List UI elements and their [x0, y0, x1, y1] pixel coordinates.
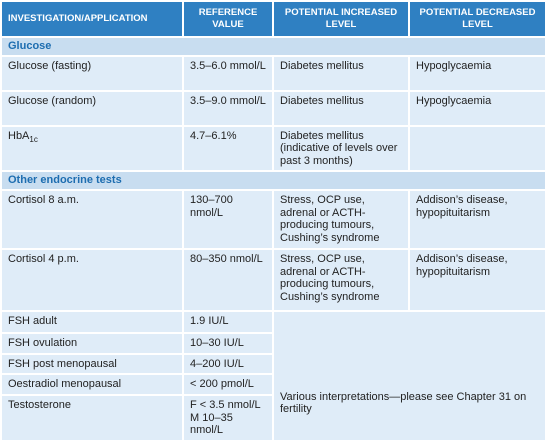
data-row: HbA1c 4.7–6.1% Diabetes mellitus (indicati… — [0, 124, 545, 172]
data-row: Cortisol 8 a.m. 130–700 nmol/L Stress, OCP… — [0, 189, 545, 250]
data-row: Oestradiol menopausal < 200 pmol/L — [0, 373, 545, 396]
data-row: Glucose (fasting) 3.5–6.0 mmol/L Diabetes … — [0, 54, 545, 92]
cell: 3.5–6.0 mmol/L — [182, 54, 274, 92]
data-row: Cortisol 4 p.m. 80–350 nmol/L Stress, OCP … — [0, 248, 545, 312]
cell: Diabetes mellitus — [272, 54, 410, 92]
header-row: INVESTIGATION/APPLICATION REFERENCE VALUE… — [0, 0, 545, 38]
cell: Glucose (random) — [0, 89, 184, 127]
cell: HbA1c — [0, 124, 184, 172]
cell: Glucose (fasting) — [0, 54, 184, 92]
cell: FSH ovulation — [0, 332, 184, 355]
cell: 130–700 nmol/L — [182, 189, 274, 250]
cell: Diabetes mellitus (indicative of levels … — [272, 124, 410, 172]
shared-interpretation: Various interpretations—please see Chapt… — [272, 310, 545, 442]
cell-subscript: 1c — [29, 134, 38, 144]
cell-text: HbA — [8, 129, 30, 142]
column-header: REFERENCE VALUE — [182, 0, 274, 38]
cell: Hypoglycaemia — [408, 54, 545, 92]
cell: 1.9 IU/L — [182, 310, 274, 334]
section-row: Other endocrine tests — [0, 170, 545, 191]
cell: FSH adult — [0, 310, 184, 334]
cell: 4–200 IU/L — [182, 352, 274, 375]
cell: 80–350 nmol/L — [182, 248, 274, 312]
cell: Cortisol 8 a.m. — [0, 189, 184, 250]
cell: Stress, OCP use, adrenal or ACTH-produci… — [272, 248, 410, 312]
column-header: INVESTIGATION/APPLICATION — [0, 0, 184, 38]
data-row: FSH post menopausal 4–200 IU/L — [0, 352, 545, 375]
data-row: Glucose (random) 3.5–9.0 mmol/L Diabetes m… — [0, 89, 545, 127]
cell: 10–30 IU/L — [182, 332, 274, 355]
section-row: Glucose — [0, 36, 545, 57]
cell: Addison’s disease, hypopituitarism — [408, 189, 545, 250]
data-row: Testosterone F < 3.5 nmol/L M 10–35 nmol/… — [0, 394, 545, 442]
cell: FSH post menopausal — [0, 352, 184, 375]
data-row: FSH adult 1.9 IU/L Various interpretations… — [0, 310, 545, 442]
cell: Testosterone — [0, 394, 184, 442]
data-row: FSH ovulation 10–30 IU/L — [0, 332, 545, 355]
cell: Cortisol 4 p.m. — [0, 248, 184, 312]
cell: Addison’s disease, hypopituitarism — [408, 248, 545, 312]
cell: 3.5–9.0 mmol/L — [182, 89, 274, 127]
section-title: Other endocrine tests — [0, 170, 545, 191]
table-body: Glucose Glucose (fasting) 3.5–6.0 mmol/L Di… — [0, 36, 545, 442]
cell: Oestradiol menopausal — [0, 373, 184, 396]
cell: Stress, OCP use, adrenal or ACTH-produci… — [272, 189, 410, 250]
cell: F < 3.5 nmol/L M 10–35 nmol/L — [182, 394, 274, 442]
cell: Hypoglycaemia — [408, 89, 545, 127]
empty-cell — [408, 124, 545, 172]
section-title: Glucose — [0, 36, 545, 57]
cell: Diabetes mellitus — [272, 89, 410, 127]
column-header: POTENTIAL DECREASED LEVEL — [408, 0, 545, 38]
cell: 4.7–6.1% — [182, 124, 274, 172]
column-header: POTENTIAL INCREASED LEVEL — [272, 0, 410, 38]
cell: < 200 pmol/L — [182, 373, 274, 396]
